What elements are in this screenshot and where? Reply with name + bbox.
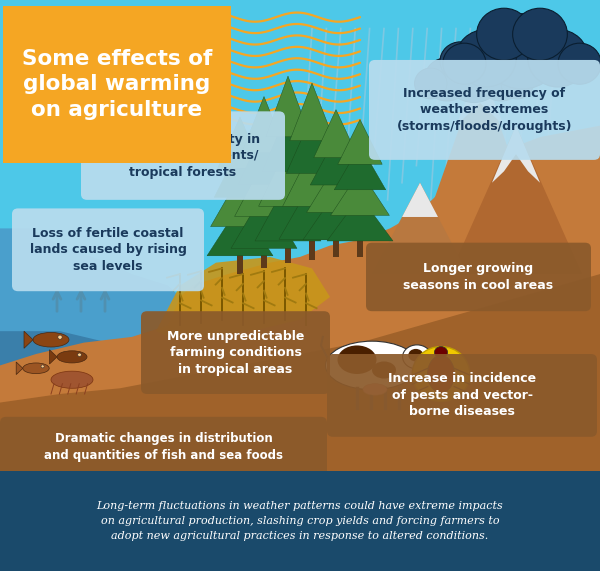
Polygon shape [238,128,290,184]
Polygon shape [492,126,540,183]
Circle shape [482,14,562,89]
Polygon shape [207,204,273,256]
Polygon shape [408,69,552,274]
Polygon shape [402,183,438,217]
Polygon shape [290,83,334,140]
Circle shape [558,43,600,85]
Polygon shape [0,126,600,471]
Polygon shape [262,111,314,171]
FancyBboxPatch shape [357,233,363,257]
Polygon shape [372,183,468,274]
Polygon shape [0,228,180,471]
Polygon shape [331,171,389,215]
Ellipse shape [337,345,377,374]
Text: Loss of fertile coastal
lands caused by rising
sea levels: Loss of fertile coastal lands caused by … [29,227,187,273]
Polygon shape [450,126,582,274]
Polygon shape [0,365,132,471]
Polygon shape [242,96,286,152]
FancyBboxPatch shape [366,243,591,311]
Circle shape [501,68,533,99]
Polygon shape [307,164,365,212]
Text: Long-term fluctuations in weather patterns could have extreme impacts
on agricul: Long-term fluctuations in weather patter… [97,501,503,541]
Polygon shape [283,149,341,206]
Circle shape [415,68,447,99]
Ellipse shape [57,351,87,363]
FancyBboxPatch shape [333,231,339,257]
FancyBboxPatch shape [327,354,597,437]
Polygon shape [456,69,504,126]
Polygon shape [334,145,386,190]
FancyBboxPatch shape [237,247,243,274]
Polygon shape [310,137,362,185]
Circle shape [58,335,62,339]
FancyBboxPatch shape [0,417,327,477]
Circle shape [41,365,44,368]
Text: Increased frequency of
weather extremes
(storms/floods/droughts): Increased frequency of weather extremes … [397,87,572,133]
Ellipse shape [363,384,387,395]
Polygon shape [279,182,345,239]
Polygon shape [314,110,358,158]
Polygon shape [327,196,393,241]
Circle shape [440,42,481,81]
Polygon shape [255,180,321,241]
Circle shape [467,42,508,81]
Polygon shape [49,349,57,364]
FancyBboxPatch shape [261,239,267,268]
FancyBboxPatch shape [3,6,231,163]
Circle shape [528,30,588,87]
Polygon shape [266,76,310,137]
Polygon shape [286,116,338,174]
Text: Dramatic changes in distribution
and quantities of fish and sea foods: Dramatic changes in distribution and qua… [44,432,283,461]
Polygon shape [0,331,180,471]
Circle shape [476,8,532,61]
Polygon shape [16,362,23,375]
FancyBboxPatch shape [309,229,315,260]
Circle shape [78,353,82,356]
Circle shape [443,43,486,85]
Circle shape [456,30,516,87]
Polygon shape [24,331,33,348]
Text: Longer growing
seasons in cool areas: Longer growing seasons in cool areas [403,262,554,292]
Ellipse shape [33,332,69,347]
Polygon shape [235,160,293,216]
Ellipse shape [434,347,448,358]
Circle shape [512,8,568,61]
Ellipse shape [372,361,396,379]
FancyBboxPatch shape [12,208,204,291]
Ellipse shape [403,345,431,369]
Circle shape [444,46,504,103]
Polygon shape [259,146,317,206]
Ellipse shape [408,349,424,361]
Polygon shape [303,192,369,240]
Text: Increase in incidence
of pests and vector-
borne diseases: Increase in incidence of pests and vecto… [388,372,536,419]
Polygon shape [214,146,266,198]
Polygon shape [338,119,382,164]
FancyBboxPatch shape [0,471,600,571]
Text: More unpredictable
farming conditions
in tropical areas: More unpredictable farming conditions in… [167,329,304,376]
Text: Some effects of
global warming
on agriculture: Some effects of global warming on agricu… [22,49,212,120]
Ellipse shape [51,371,93,388]
Text: Loss of biodiversity in
fragile environments/
tropical forests: Loss of biodiversity in fragile environm… [106,132,260,179]
FancyBboxPatch shape [141,311,330,394]
Ellipse shape [23,363,49,373]
Polygon shape [156,257,330,337]
Polygon shape [218,117,262,168]
Ellipse shape [325,341,419,389]
Circle shape [424,58,470,101]
Polygon shape [0,274,600,471]
Circle shape [478,58,524,101]
Polygon shape [231,192,297,248]
Polygon shape [211,175,269,227]
FancyBboxPatch shape [81,111,285,200]
FancyBboxPatch shape [369,60,600,160]
FancyBboxPatch shape [285,230,291,263]
Circle shape [412,347,470,401]
Ellipse shape [427,355,455,393]
